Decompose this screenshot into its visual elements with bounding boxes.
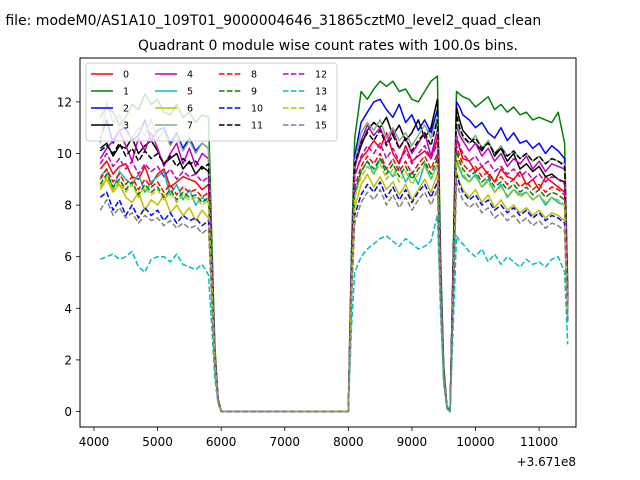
chart-title: Quadrant 0 module wise count rates with … (138, 38, 518, 54)
x-axis: 4000 5000 6000 7000 8000 9000 10000 11000 (79, 427, 558, 449)
plot-series-group (99, 75, 569, 413)
series-line-4 (99, 124, 569, 413)
plot-frame (79, 57, 577, 428)
legend-label-15: 15 (315, 121, 327, 132)
x-tick-label: 5000 (142, 435, 173, 449)
legend-label-0: 0 (123, 70, 129, 81)
legend-label-2: 2 (123, 104, 129, 115)
series-line-7 (99, 101, 569, 413)
legend-label-4: 4 (187, 70, 193, 81)
y-tick-label: 4 (64, 302, 72, 316)
legend-label-8: 8 (251, 70, 257, 81)
series-line-13 (100, 214, 569, 413)
y-tick-label: 8 (64, 199, 72, 213)
series-line-6 (99, 170, 569, 413)
y-tick-label: 2 (64, 353, 72, 367)
series-line-14 (99, 155, 569, 413)
legend-label-7: 7 (187, 121, 193, 132)
y-axis: 0 2 4 6 8 10 12 (57, 95, 80, 419)
x-tick-label: 6000 (206, 435, 237, 449)
series-line-11 (99, 114, 569, 413)
x-tick-label: 11000 (520, 435, 558, 449)
y-tick-label: 6 (64, 250, 72, 264)
x-tick-label: 4000 (79, 435, 110, 449)
legend-label-5: 5 (187, 87, 193, 98)
legend-label-14: 14 (315, 104, 327, 115)
series-line-8 (99, 144, 569, 413)
series-line-5 (99, 157, 569, 413)
legend-box (85, 62, 338, 142)
x-tick-label: 8000 (333, 435, 364, 449)
x-tick-label: 9000 (397, 435, 428, 449)
x-tick-label: 10000 (456, 435, 494, 449)
y-tick-label: 10 (57, 147, 72, 161)
series-line-0 (99, 132, 569, 413)
series-line-12 (99, 134, 569, 413)
legend-label-6: 6 (187, 104, 193, 115)
series-line-9 (99, 150, 569, 413)
legend-label-1: 1 (123, 87, 129, 98)
series-line-10 (99, 173, 569, 413)
x-tick-label: 7000 (269, 435, 300, 449)
y-tick-label: 12 (57, 95, 72, 109)
legend-label-10: 10 (251, 104, 263, 115)
legend-label-13: 13 (315, 87, 327, 98)
figure-suptitle: n file: modeM0/AS1A10_109T01_9000004646_… (0, 13, 541, 29)
legend-label-12: 12 (315, 70, 327, 81)
legend-label-11: 11 (251, 121, 263, 132)
legend-label-3: 3 (123, 121, 129, 132)
y-tick-label: 0 (64, 405, 72, 419)
legend-label-9: 9 (251, 87, 257, 98)
x-offset-label: +3.671e8 (517, 455, 576, 469)
series-line-15 (99, 181, 569, 413)
